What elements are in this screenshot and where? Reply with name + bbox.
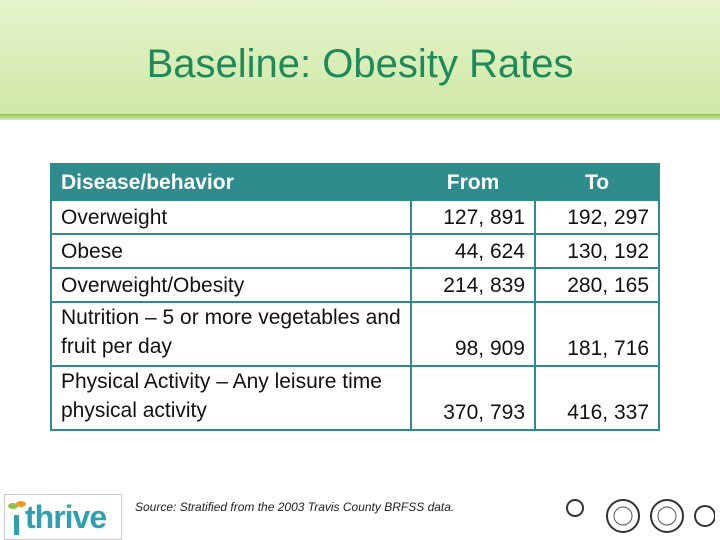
slide-title: Baseline: Obesity Rates (146, 42, 574, 86)
table-row: Overweight/Obesity 214, 839 280, 165 (50, 267, 660, 303)
table-cell: Overweight (50, 199, 412, 235)
table-row: Overweight 127, 891 192, 297 (50, 199, 660, 235)
header-row: Disease/behavior From To (50, 163, 660, 201)
column-header: Disease/behavior (50, 163, 412, 201)
table-cell: 181, 716 (534, 301, 660, 367)
logo-icon (8, 501, 26, 535)
table-cell: Obese (50, 233, 412, 269)
header-rule (0, 114, 720, 120)
table-cell: Overweight/Obesity (50, 267, 412, 303)
column-header: To (534, 163, 660, 201)
data-table: Disease/behavior From To Overweight 127, 89… (50, 163, 660, 431)
header-band (0, 0, 720, 114)
table-row: Nutrition – 5 or more vegetables and fru… (50, 301, 660, 367)
table-cell: 44, 624 (410, 233, 536, 269)
source-note: Source: Stratified from the 2003 Travis … (135, 500, 455, 514)
column-header: From (410, 163, 536, 201)
table-cell: 416, 337 (534, 365, 660, 431)
table-cell: 214, 839 (410, 267, 536, 303)
table-cell: 127, 891 (410, 199, 536, 235)
table-cell: 98, 909 (410, 301, 536, 367)
table-cell: Nutrition – 5 or more vegetables and fru… (50, 301, 412, 367)
table-cell: 130, 192 (534, 233, 660, 269)
partner-logos (545, 494, 715, 538)
table-row: Physical Activity – Any leisure time phy… (50, 365, 660, 431)
table-cell: Physical Activity – Any leisure time phy… (50, 365, 412, 431)
logo-text: thrive (25, 499, 107, 535)
table-cell: 370, 793 (410, 365, 536, 431)
table-row: Obese 44, 624 130, 192 (50, 233, 660, 269)
logo: thrive (4, 494, 122, 540)
table-cell: 280, 165 (534, 267, 660, 303)
table-cell: 192, 297 (534, 199, 660, 235)
